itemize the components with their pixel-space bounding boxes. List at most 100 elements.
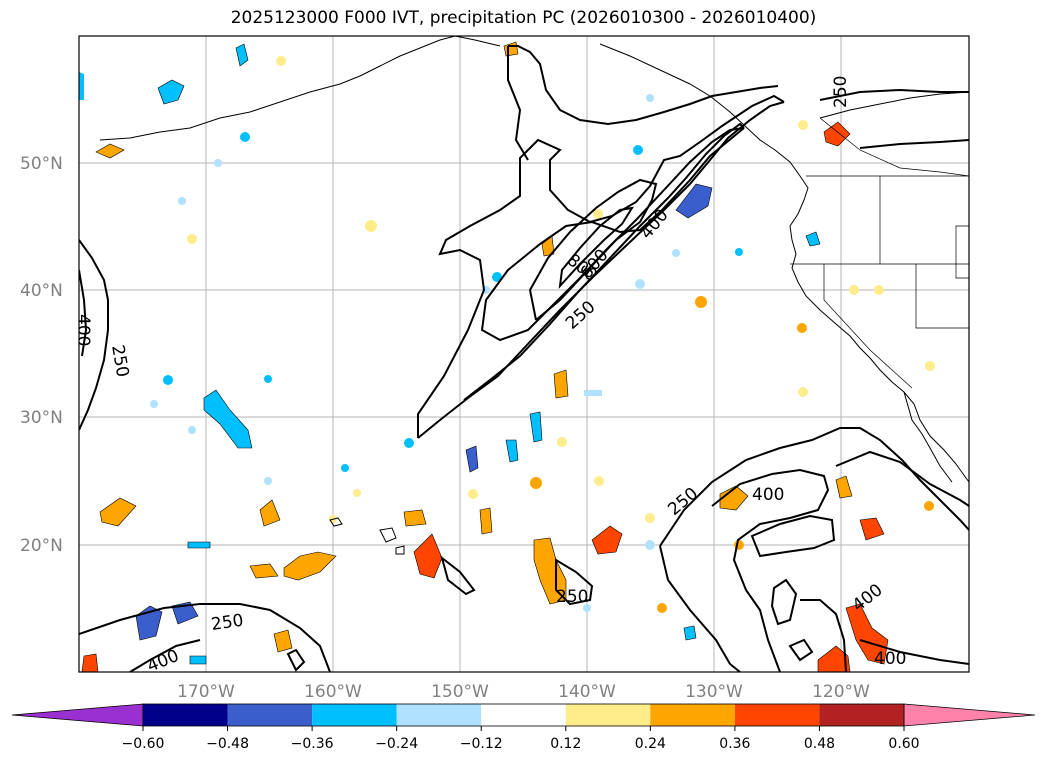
negative-patch xyxy=(404,438,414,448)
colorbar-tick-label: 0.12 xyxy=(550,736,581,752)
precip-anomaly-patches xyxy=(79,41,935,672)
positive-patch xyxy=(479,507,493,535)
contour-label: 400 xyxy=(752,485,784,505)
positive-patch xyxy=(798,120,808,130)
colorbar-bin xyxy=(565,704,651,726)
positive-patch xyxy=(797,323,807,333)
colorbar-bin xyxy=(396,704,482,726)
positive-patch xyxy=(249,563,279,579)
positive-patch xyxy=(353,489,361,497)
colorbar-tick-label: −0.36 xyxy=(291,736,334,752)
positive-patch xyxy=(365,220,377,232)
colorbar-extend-max xyxy=(903,703,1036,727)
negative-patch xyxy=(465,445,479,473)
positive-patch xyxy=(276,56,286,66)
negative-patch xyxy=(188,426,196,434)
negative-patch xyxy=(187,541,211,549)
negative-patch xyxy=(583,604,591,612)
negative-patch xyxy=(529,411,543,443)
colorbar-bin xyxy=(143,704,228,726)
negative-patch xyxy=(675,183,713,219)
negative-patch xyxy=(645,540,655,550)
coastlines xyxy=(99,36,969,555)
colorbar-bin xyxy=(312,704,397,726)
negative-patch xyxy=(240,132,250,142)
negative-patch xyxy=(805,231,821,247)
negative-patch xyxy=(264,375,272,383)
lon-label: 170°W xyxy=(177,682,235,702)
colorbar-extend-min xyxy=(11,703,144,727)
colorbar-tick-label: 0.60 xyxy=(888,736,919,752)
positive-patch xyxy=(283,551,337,581)
lat-label: 50°N xyxy=(20,154,63,174)
positive-patch xyxy=(594,476,604,486)
ivt-contours xyxy=(79,45,969,672)
contour-label: 250 xyxy=(556,587,588,607)
negative-patch xyxy=(672,249,680,257)
colorbar-tick-label: 0.36 xyxy=(719,736,750,752)
negative-patch xyxy=(178,197,186,205)
positive-patch xyxy=(259,499,281,527)
lon-label: 130°W xyxy=(685,682,743,702)
positive-patch xyxy=(845,603,889,665)
contour-label: 400 xyxy=(73,314,93,346)
colorbar-tick-label: −0.24 xyxy=(375,736,418,752)
map-frame xyxy=(78,35,970,673)
negative-patch xyxy=(203,389,253,449)
negative-patch xyxy=(683,625,697,641)
negative-patch xyxy=(735,248,743,256)
positive-patch xyxy=(798,387,808,397)
colorbar-bin xyxy=(734,704,820,726)
positive-patch xyxy=(591,525,623,555)
positive-patch xyxy=(413,533,443,579)
negative-patch xyxy=(171,601,199,625)
negative-patch xyxy=(633,145,643,155)
lon-label: 140°W xyxy=(558,682,616,702)
contour-label: 250 xyxy=(831,76,851,108)
longitude-labels: 170°W 160°W 150°W 140°W 130°W 120°W xyxy=(177,682,870,702)
positive-patch xyxy=(695,296,707,308)
colorbar-bin xyxy=(819,704,904,726)
positive-patch xyxy=(187,234,197,244)
positive-patch xyxy=(403,509,427,527)
negative-patch xyxy=(163,375,173,385)
positive-patch xyxy=(719,485,749,511)
map-title: 2025123000 F000 IVT, precipitation PC (2… xyxy=(230,8,817,28)
negative-patch xyxy=(189,655,207,665)
lat-label: 40°N xyxy=(20,281,63,301)
positive-patch xyxy=(593,209,603,219)
political-borders xyxy=(790,117,969,389)
colorbar-bin xyxy=(650,704,735,726)
positive-patch xyxy=(849,285,859,295)
negative-patch xyxy=(492,272,502,282)
positive-patch xyxy=(925,361,935,371)
negative-patch xyxy=(235,43,249,67)
colorbar-tick-label: −0.48 xyxy=(206,736,249,752)
negative-patch xyxy=(214,159,222,167)
positive-patch xyxy=(874,285,884,295)
lon-label: 160°W xyxy=(304,682,362,702)
positive-patch xyxy=(645,513,655,523)
lat-label: 20°N xyxy=(20,536,63,556)
positive-patch xyxy=(81,653,99,672)
map-background xyxy=(79,36,969,672)
negative-patch xyxy=(264,477,272,485)
positive-patch xyxy=(553,369,569,399)
colorbar-bin xyxy=(227,704,313,726)
positive-patch xyxy=(823,121,851,147)
negative-patch xyxy=(505,439,519,463)
positive-patch xyxy=(924,501,934,511)
positive-patch xyxy=(468,489,478,499)
positive-patch xyxy=(530,477,542,489)
negative-patch xyxy=(157,79,185,105)
colorbar-tick-label: 0.48 xyxy=(804,736,835,752)
colorbar-outline xyxy=(142,703,905,727)
negative-patch xyxy=(635,279,645,289)
lon-label: 120°W xyxy=(812,682,870,702)
positive-patch xyxy=(657,603,667,613)
positive-patch xyxy=(557,437,567,447)
colorbar-tick-label: 0.24 xyxy=(635,736,666,752)
positive-patch xyxy=(273,629,293,653)
negative-patch xyxy=(150,400,158,408)
